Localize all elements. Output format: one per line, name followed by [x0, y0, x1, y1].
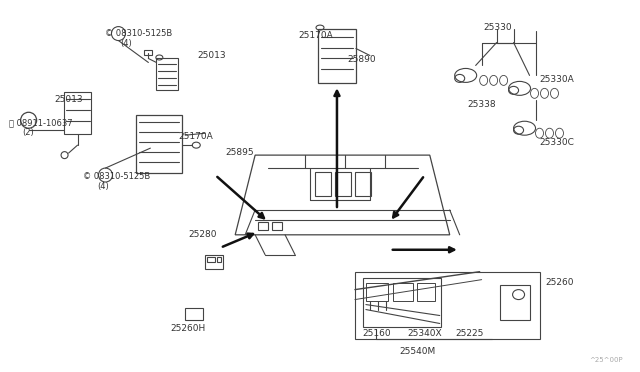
Text: © 08310-5125B: © 08310-5125B — [106, 29, 173, 38]
Bar — [500, 285, 529, 321]
Text: Ⓝ 08911-10637: Ⓝ 08911-10637 — [9, 118, 72, 127]
Bar — [156, 58, 179, 90]
Bar — [393, 283, 413, 301]
Bar — [217, 257, 221, 262]
Text: 25225: 25225 — [456, 330, 484, 339]
Text: © 08310-5125B: © 08310-5125B — [83, 172, 150, 181]
Text: 25895: 25895 — [225, 148, 254, 157]
Bar — [145, 49, 152, 55]
Bar — [318, 29, 356, 83]
Text: 25540M: 25540M — [400, 347, 436, 356]
Bar — [355, 172, 371, 196]
Text: (2): (2) — [22, 128, 35, 137]
Text: 25280: 25280 — [188, 230, 217, 239]
Text: 25170A: 25170A — [298, 31, 333, 39]
Text: 25013: 25013 — [197, 51, 226, 60]
Text: ^25^00P: ^25^00P — [589, 357, 623, 363]
Bar — [186, 308, 204, 321]
Bar — [207, 257, 215, 262]
Text: 25330C: 25330C — [540, 138, 574, 147]
Bar — [315, 172, 331, 196]
Text: 25160: 25160 — [362, 330, 390, 339]
Text: 25330: 25330 — [484, 23, 512, 32]
Bar — [355, 272, 540, 339]
Bar — [417, 283, 435, 301]
Text: (4): (4) — [120, 39, 132, 48]
Bar — [63, 92, 92, 134]
Text: (4): (4) — [97, 182, 109, 191]
Text: 25890: 25890 — [347, 55, 376, 64]
Text: 25330A: 25330A — [540, 76, 574, 84]
Text: 25170A: 25170A — [179, 132, 213, 141]
Text: 25260: 25260 — [545, 278, 574, 287]
Bar — [205, 255, 223, 269]
Bar — [272, 222, 282, 230]
Bar — [335, 172, 351, 196]
Text: 25013: 25013 — [54, 95, 83, 104]
Text: 25260H: 25260H — [170, 324, 205, 333]
Bar — [363, 278, 441, 327]
Text: 25340X: 25340X — [408, 330, 442, 339]
Bar — [258, 222, 268, 230]
Bar — [366, 283, 388, 301]
Bar — [136, 115, 182, 173]
Text: 25338: 25338 — [468, 100, 496, 109]
